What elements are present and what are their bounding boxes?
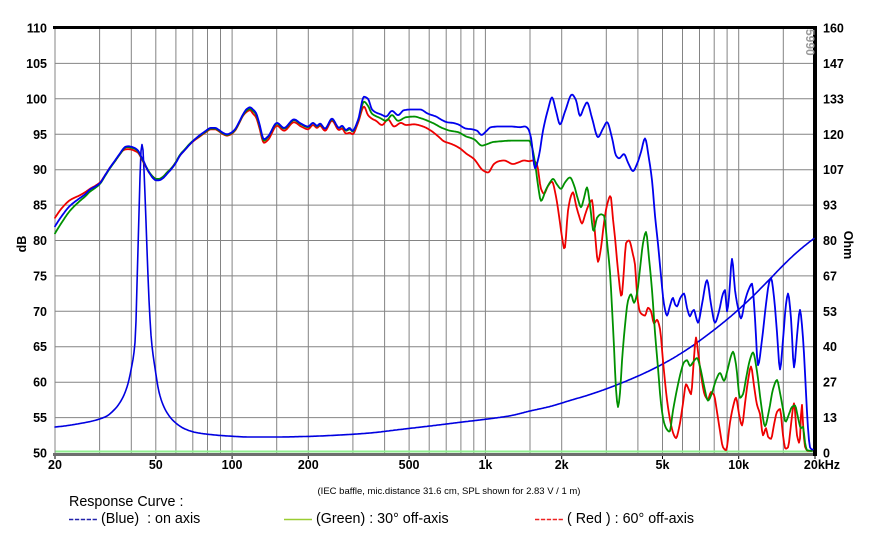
svg-text:5990: 5990: [803, 29, 817, 56]
svg-text:10k: 10k: [728, 458, 749, 472]
svg-text:(IEC baffle, mic.distance 31.6: (IEC baffle, mic.distance 31.6 cm, SPL s…: [318, 486, 581, 497]
svg-text:120: 120: [823, 128, 844, 142]
svg-text:200: 200: [298, 458, 319, 472]
svg-text:107: 107: [823, 163, 844, 177]
svg-text:90: 90: [33, 163, 47, 177]
svg-text:80: 80: [33, 234, 47, 248]
svg-text:95: 95: [33, 128, 47, 142]
svg-text:20: 20: [48, 458, 62, 472]
svg-text:53: 53: [823, 305, 837, 319]
svg-text:147: 147: [823, 57, 844, 71]
svg-text:93: 93: [823, 199, 837, 213]
svg-text:2k: 2k: [555, 458, 569, 472]
svg-text:110: 110: [27, 22, 47, 36]
svg-text:5k: 5k: [656, 458, 670, 472]
svg-text:100: 100: [222, 458, 243, 472]
svg-text:20kHz: 20kHz: [804, 458, 840, 472]
svg-text:(Green) : 30° off-axis: (Green) : 30° off-axis: [316, 511, 449, 527]
svg-text:55: 55: [33, 411, 47, 425]
svg-text:dB: dB: [15, 236, 29, 253]
svg-text:27: 27: [823, 376, 837, 390]
svg-text:Ohm: Ohm: [841, 231, 855, 259]
svg-text:85: 85: [33, 199, 47, 213]
svg-text:70: 70: [33, 305, 47, 319]
svg-text:13: 13: [823, 411, 837, 425]
svg-text:133: 133: [823, 92, 844, 106]
svg-text:50: 50: [149, 458, 163, 472]
svg-text:60: 60: [33, 376, 47, 390]
svg-text:65: 65: [33, 340, 47, 354]
svg-text:0: 0: [823, 447, 830, 461]
svg-text:67: 67: [823, 269, 837, 283]
svg-text:500: 500: [399, 458, 420, 472]
svg-text:Response Curve :: Response Curve :: [69, 494, 183, 510]
svg-text:100: 100: [26, 92, 47, 106]
svg-text:80: 80: [823, 234, 837, 248]
svg-text:105: 105: [26, 57, 47, 71]
svg-text:50: 50: [33, 447, 47, 461]
svg-text:( Red ) : 60° off-axis: ( Red ) : 60° off-axis: [567, 511, 694, 527]
svg-text:40: 40: [823, 340, 837, 354]
svg-text:75: 75: [33, 269, 47, 283]
svg-text:1k: 1k: [478, 458, 492, 472]
svg-text:(Blue) : on axis: (Blue) : on axis: [101, 511, 200, 527]
svg-text:160: 160: [823, 22, 844, 36]
